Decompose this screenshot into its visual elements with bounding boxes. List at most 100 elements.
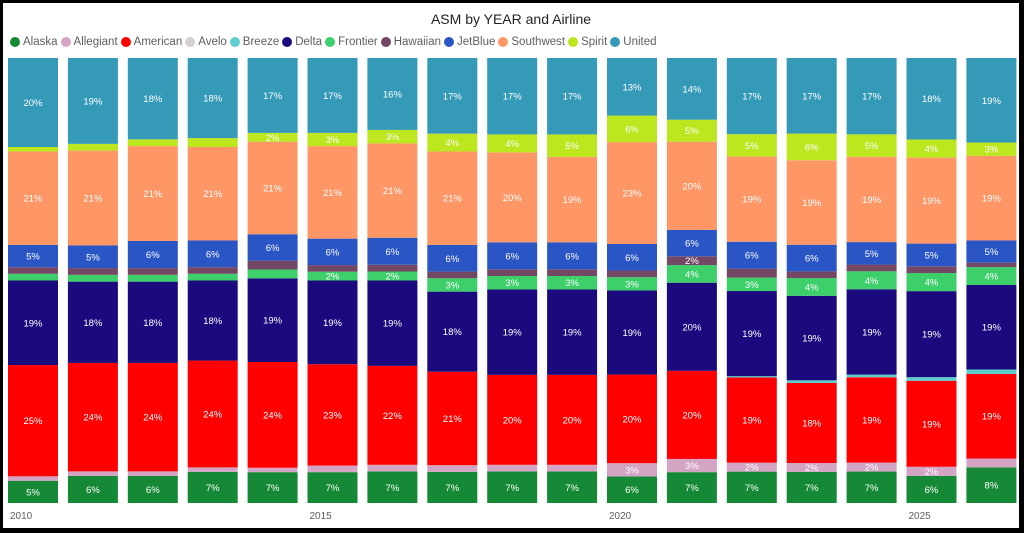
segment-alaska-2018[interactable] <box>487 471 538 503</box>
segment-american-2012[interactable] <box>127 362 178 472</box>
segment-breeze-2023[interactable] <box>786 380 837 383</box>
segment-alaska-2024[interactable] <box>846 471 897 503</box>
segment-jetblue-2022[interactable] <box>726 241 777 269</box>
segment-jetblue-2026[interactable] <box>966 240 1017 263</box>
segment-frontier-2018[interactable] <box>487 276 538 290</box>
segment-frontier-2015[interactable] <box>307 271 358 281</box>
segment-united-2022[interactable] <box>726 58 777 135</box>
segment-spirit-2015[interactable] <box>307 132 358 147</box>
segment-united-2013[interactable] <box>187 58 238 139</box>
segment-breeze-2022[interactable] <box>726 376 777 378</box>
segment-spirit-2010[interactable] <box>8 147 58 152</box>
segment-hawaiian-2015[interactable] <box>307 265 358 272</box>
legend-item-jetblue[interactable]: JetBlue <box>444 36 495 48</box>
segment-delta-2022[interactable] <box>726 291 777 377</box>
segment-jetblue-2018[interactable] <box>487 242 538 270</box>
segment-southwest-2021[interactable] <box>666 141 717 230</box>
segment-united-2019[interactable] <box>547 58 598 135</box>
segment-hawaiian-2017[interactable] <box>427 271 478 279</box>
segment-american-2016[interactable] <box>367 365 418 465</box>
segment-frontier-2026[interactable] <box>966 267 1017 285</box>
segment-jetblue-2015[interactable] <box>307 238 358 266</box>
segment-allegiant-2016[interactable] <box>367 464 418 472</box>
segment-united-2016[interactable] <box>367 58 418 130</box>
segment-allegiant-2013[interactable] <box>187 467 238 472</box>
segment-alaska-2022[interactable] <box>726 471 777 503</box>
segment-southwest-2012[interactable] <box>127 146 178 241</box>
legend-item-allegiant[interactable]: Allegiant <box>60 36 118 48</box>
segment-spirit-2012[interactable] <box>127 139 178 147</box>
segment-american-2021[interactable] <box>666 370 717 459</box>
segment-jetblue-2021[interactable] <box>666 229 717 257</box>
segment-delta-2010[interactable] <box>8 280 58 366</box>
segment-delta-2013[interactable] <box>187 280 238 361</box>
segment-united-2014[interactable] <box>247 58 298 133</box>
segment-frontier-2017[interactable] <box>427 278 478 292</box>
segment-breeze-2024[interactable] <box>846 374 897 378</box>
segment-delta-2020[interactable] <box>607 290 657 375</box>
segment-delta-2019[interactable] <box>547 289 598 375</box>
segment-frontier-2020[interactable] <box>607 277 657 291</box>
segment-spirit-2013[interactable] <box>187 138 238 147</box>
segment-american-2026[interactable] <box>966 373 1017 459</box>
segment-southwest-2018[interactable] <box>487 152 538 243</box>
segment-allegiant-2012[interactable] <box>127 471 178 476</box>
segment-alaska-2021[interactable] <box>666 472 717 503</box>
segment-allegiant-2015[interactable] <box>307 465 358 473</box>
segment-alaska-2025[interactable] <box>906 475 957 503</box>
segment-frontier-2016[interactable] <box>367 271 418 281</box>
segment-frontier-2012[interactable] <box>127 274 178 282</box>
segment-allegiant-2020[interactable] <box>607 463 657 477</box>
segment-southwest-2025[interactable] <box>906 157 957 244</box>
segment-allegiant-2018[interactable] <box>487 464 538 472</box>
segment-jetblue-2016[interactable] <box>367 237 418 265</box>
segment-southwest-2020[interactable] <box>607 142 657 244</box>
segment-allegiant-2014[interactable] <box>247 467 298 473</box>
segment-southwest-2022[interactable] <box>726 156 777 242</box>
segment-spirit-2022[interactable] <box>726 134 777 157</box>
segment-united-2025[interactable] <box>906 58 957 140</box>
segment-hawaiian-2016[interactable] <box>367 264 418 272</box>
segment-frontier-2013[interactable] <box>187 273 238 281</box>
segment-southwest-2015[interactable] <box>307 146 358 239</box>
segment-alaska-2015[interactable] <box>307 472 358 503</box>
segment-spirit-2023[interactable] <box>786 133 837 161</box>
segment-southwest-2026[interactable] <box>966 155 1017 241</box>
segment-spirit-2020[interactable] <box>607 115 657 143</box>
segment-frontier-2010[interactable] <box>8 273 58 281</box>
segment-alaska-2013[interactable] <box>187 471 238 503</box>
segment-spirit-2025[interactable] <box>906 139 957 158</box>
legend-item-avelo[interactable]: Avelo <box>185 36 227 48</box>
segment-united-2018[interactable] <box>487 58 538 135</box>
segment-hawaiian-2012[interactable] <box>127 268 178 275</box>
segment-breeze-2025[interactable] <box>906 377 957 381</box>
segment-frontier-2014[interactable] <box>247 269 298 279</box>
segment-jetblue-2012[interactable] <box>127 240 178 269</box>
segment-frontier-2025[interactable] <box>906 273 957 292</box>
legend-item-hawaiian[interactable]: Hawaiian <box>380 36 441 48</box>
segment-spirit-2018[interactable] <box>487 134 538 153</box>
segment-united-2015[interactable] <box>307 58 358 133</box>
segment-united-2011[interactable] <box>67 58 118 144</box>
segment-breeze-2026[interactable] <box>966 369 1017 374</box>
segment-southwest-2010[interactable] <box>8 151 58 245</box>
segment-united-2026[interactable] <box>966 58 1017 143</box>
legend-item-united[interactable]: United <box>610 36 657 48</box>
segment-allegiant-2023[interactable] <box>786 462 837 472</box>
segment-jetblue-2011[interactable] <box>67 245 118 269</box>
segment-american-2023[interactable] <box>786 382 837 463</box>
segment-spirit-2016[interactable] <box>367 129 418 144</box>
segment-american-2017[interactable] <box>427 371 478 466</box>
segment-jetblue-2013[interactable] <box>187 240 238 268</box>
segment-frontier-2024[interactable] <box>846 271 897 290</box>
segment-allegiant-2026[interactable] <box>966 458 1017 468</box>
segment-alaska-2014[interactable] <box>247 472 298 503</box>
segment-southwest-2011[interactable] <box>67 150 118 246</box>
segment-united-2021[interactable] <box>666 58 717 120</box>
segment-delta-2025[interactable] <box>906 291 957 378</box>
segment-allegiant-2019[interactable] <box>547 464 598 472</box>
segment-delta-2011[interactable] <box>67 281 118 363</box>
segment-alaska-2023[interactable] <box>786 471 837 503</box>
segment-delta-2024[interactable] <box>846 289 897 375</box>
legend-item-frontier[interactable]: Frontier <box>325 36 378 48</box>
